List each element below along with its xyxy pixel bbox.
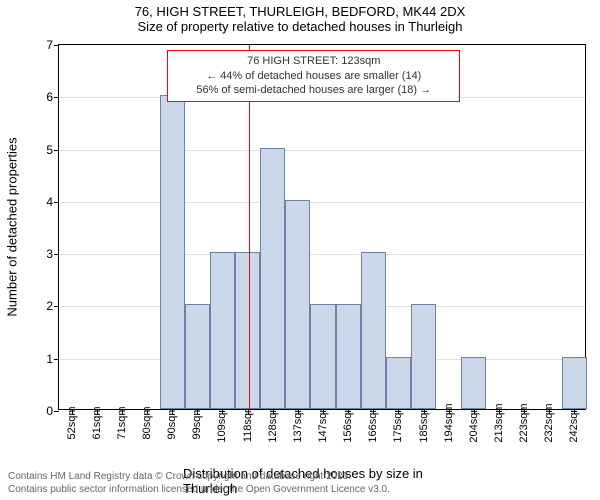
plot-area: 0123456752sqm61sqm71sqm80sqm90sqm99sqm10… <box>58 44 586 410</box>
footer-line2: Contains public sector information licen… <box>8 484 390 497</box>
bar <box>411 304 436 409</box>
bar <box>310 304 335 409</box>
bar <box>562 357 587 409</box>
bar <box>210 252 235 409</box>
xtick-label: 166sqm <box>367 403 379 442</box>
xtick-label: 194sqm <box>443 403 455 442</box>
xtick-label: 213sqm <box>493 403 505 442</box>
gridline <box>59 150 585 151</box>
bar <box>235 252 260 409</box>
xtick-label: 61sqm <box>91 406 103 439</box>
xtick-label: 80sqm <box>141 406 153 439</box>
ytick-label: 2 <box>46 299 53 313</box>
xtick-label: 223sqm <box>518 403 530 442</box>
xtick-label: 137sqm <box>292 403 304 442</box>
bar <box>361 252 386 409</box>
chart-title-line1: 76, HIGH STREET, THURLEIGH, BEDFORD, MK4… <box>0 0 600 19</box>
bar <box>285 200 310 409</box>
xtick-label: 90sqm <box>166 406 178 439</box>
ytick-mark <box>54 202 59 203</box>
xtick-label: 71sqm <box>116 406 128 439</box>
bar <box>260 148 285 409</box>
ytick-label: 6 <box>46 90 53 104</box>
gridline <box>59 254 585 255</box>
ytick-mark <box>54 359 59 360</box>
ytick-label: 1 <box>46 352 53 366</box>
ytick-label: 4 <box>46 195 53 209</box>
xtick-label: 185sqm <box>418 403 430 442</box>
xtick-label: 118sqm <box>242 404 254 442</box>
xtick-label: 175sqm <box>392 403 404 442</box>
xtick-label: 99sqm <box>191 406 203 439</box>
ytick-mark <box>54 150 59 151</box>
xtick-label: 52sqm <box>66 406 78 439</box>
ytick-mark <box>54 254 59 255</box>
bar <box>461 357 486 409</box>
ytick-label: 0 <box>46 404 53 418</box>
annotation-line: 76 HIGH STREET: 123sqm <box>174 54 453 69</box>
xtick-label: 156sqm <box>342 403 354 442</box>
ytick-mark <box>54 45 59 46</box>
bar <box>386 357 411 409</box>
annotation-line: 56% of semi-detached houses are larger (… <box>174 83 453 98</box>
ytick-mark <box>54 306 59 307</box>
gridline <box>59 202 585 203</box>
ytick-mark <box>54 411 59 412</box>
property-size-chart: 76, HIGH STREET, THURLEIGH, BEDFORD, MK4… <box>0 0 600 500</box>
annotation-line: ← 44% of detached houses are smaller (14… <box>174 69 453 84</box>
ytick-mark <box>54 97 59 98</box>
attribution-footer: Contains HM Land Registry data © Crown c… <box>8 471 390 496</box>
ytick-label: 7 <box>46 38 53 52</box>
xtick-label: 128sqm <box>267 403 279 442</box>
annotation-box: 76 HIGH STREET: 123sqm← 44% of detached … <box>167 50 460 103</box>
xtick-label: 204sqm <box>468 403 480 442</box>
y-axis-label: Number of detached properties <box>5 137 20 316</box>
xtick-label: 242sqm <box>568 403 580 442</box>
bar <box>160 95 185 409</box>
footer-line1: Contains HM Land Registry data © Crown c… <box>8 471 390 484</box>
xtick-label: 232sqm <box>543 403 555 442</box>
ytick-label: 3 <box>46 247 53 261</box>
bar <box>336 304 361 409</box>
bar <box>185 304 210 409</box>
ytick-label: 5 <box>46 143 53 157</box>
xtick-label: 109sqm <box>216 403 228 442</box>
chart-title-line2: Size of property relative to detached ho… <box>0 19 600 34</box>
xtick-label: 147sqm <box>317 403 329 442</box>
